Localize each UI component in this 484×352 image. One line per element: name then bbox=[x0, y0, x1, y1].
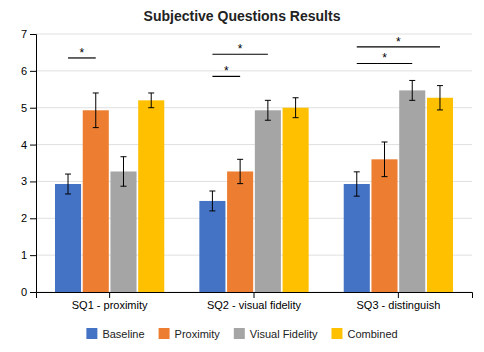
error-bar bbox=[382, 142, 388, 177]
error-bar bbox=[293, 98, 299, 118]
marks bbox=[55, 47, 453, 292]
tick-mark bbox=[30, 145, 36, 146]
bar bbox=[227, 171, 253, 292]
series bbox=[138, 86, 453, 292]
bar bbox=[138, 100, 164, 292]
tick-mark bbox=[398, 292, 399, 298]
legend-label: Baseline bbox=[102, 328, 144, 340]
tick-label: SQ2 - visual fidelity bbox=[207, 299, 302, 311]
legend-item: Combined bbox=[331, 328, 397, 340]
legend-item: Visual Fidelity bbox=[234, 328, 318, 340]
annotations: * * * * * bbox=[80, 35, 401, 78]
x-tick: SQ2 - visual fidelity bbox=[207, 292, 302, 311]
error-bar bbox=[93, 93, 99, 128]
tick-mark bbox=[30, 181, 36, 182]
significance-label: * bbox=[396, 35, 401, 49]
legend-swatch bbox=[234, 328, 245, 339]
x-tick: SQ3 - distinguish bbox=[356, 292, 440, 311]
error-bar bbox=[354, 172, 360, 196]
grid-line bbox=[36, 34, 472, 35]
error-bar bbox=[65, 174, 71, 194]
tick-mark bbox=[254, 292, 255, 298]
grid bbox=[36, 34, 472, 292]
bar bbox=[371, 159, 397, 292]
legend-label: Combined bbox=[347, 328, 397, 340]
bar bbox=[83, 110, 109, 292]
legend-swatch bbox=[86, 328, 97, 339]
axis-line bbox=[37, 293, 473, 299]
series bbox=[83, 93, 398, 292]
legend-item: Baseline bbox=[86, 328, 144, 340]
legend-item: Proximity bbox=[159, 328, 221, 340]
bar bbox=[110, 171, 136, 292]
legend-swatch bbox=[331, 328, 342, 339]
bar bbox=[344, 184, 370, 292]
legend-label: Proximity bbox=[175, 328, 221, 340]
error-bar bbox=[148, 93, 154, 108]
tick-label: 7 bbox=[21, 28, 27, 40]
tick-label: SQ1 - proximity bbox=[72, 299, 148, 311]
error-bar bbox=[120, 157, 126, 186]
bar bbox=[427, 98, 453, 292]
tick-label: SQ3 - distinguish bbox=[356, 299, 440, 311]
tick-label: 4 bbox=[21, 139, 27, 151]
significance-label: * bbox=[224, 64, 229, 78]
tick-mark bbox=[30, 71, 36, 72]
y-tick: 1 bbox=[21, 249, 36, 261]
bar bbox=[283, 108, 309, 292]
error-bar bbox=[437, 86, 443, 110]
significance-label: * bbox=[382, 51, 387, 65]
legend-swatch bbox=[159, 328, 170, 339]
tick-mark bbox=[109, 292, 110, 298]
error-bar bbox=[265, 100, 271, 120]
error-bar bbox=[209, 191, 215, 211]
axis-line bbox=[30, 35, 37, 293]
significance-label: * bbox=[238, 42, 243, 56]
series bbox=[110, 80, 425, 292]
y-tick: 3 bbox=[21, 175, 36, 187]
x-axis: SQ1 - proximity SQ2 - visual fidelity SQ3 … bbox=[37, 292, 473, 311]
x-tick: SQ1 - proximity bbox=[72, 292, 148, 311]
tick-mark bbox=[30, 218, 36, 219]
y-tick: 2 bbox=[21, 212, 36, 224]
tick-mark bbox=[30, 292, 36, 293]
legend-label: Visual Fidelity bbox=[250, 328, 318, 340]
y-tick: 0 bbox=[21, 286, 36, 298]
bar bbox=[255, 110, 281, 292]
y-axis: 0 1 2 3 4 5 6 7 bbox=[21, 28, 37, 298]
tick-mark bbox=[30, 34, 36, 35]
y-tick: 5 bbox=[21, 102, 36, 114]
tick-label: 6 bbox=[21, 65, 27, 77]
tick-label: 3 bbox=[21, 175, 27, 187]
bar bbox=[55, 184, 81, 292]
y-tick: 4 bbox=[21, 139, 36, 151]
grid-line bbox=[36, 70, 472, 71]
bar bbox=[199, 201, 225, 292]
significance-label: * bbox=[80, 46, 85, 60]
error-bar bbox=[409, 80, 415, 100]
tick-label: 1 bbox=[21, 249, 27, 261]
bar bbox=[399, 90, 425, 292]
tick-mark bbox=[30, 255, 36, 256]
y-tick: 7 bbox=[21, 28, 36, 40]
tick-mark bbox=[30, 108, 36, 109]
plot: 0 1 2 3 4 5 6 7 SQ1 - proximity SQ2 - visual fide… bbox=[21, 28, 473, 311]
tick-label: 2 bbox=[21, 212, 27, 224]
title: Subjective Questions Results bbox=[144, 8, 341, 24]
tick-label: 0 bbox=[21, 286, 27, 298]
y-tick: 6 bbox=[21, 65, 36, 77]
chart: 0 1 2 3 4 5 6 7 SQ1 - proximity SQ2 - visual fide… bbox=[0, 0, 484, 352]
error-bar bbox=[237, 159, 243, 183]
tick-label: 5 bbox=[21, 102, 27, 114]
legend: Baseline Proximity Visual Fidelity Combined bbox=[86, 328, 397, 340]
